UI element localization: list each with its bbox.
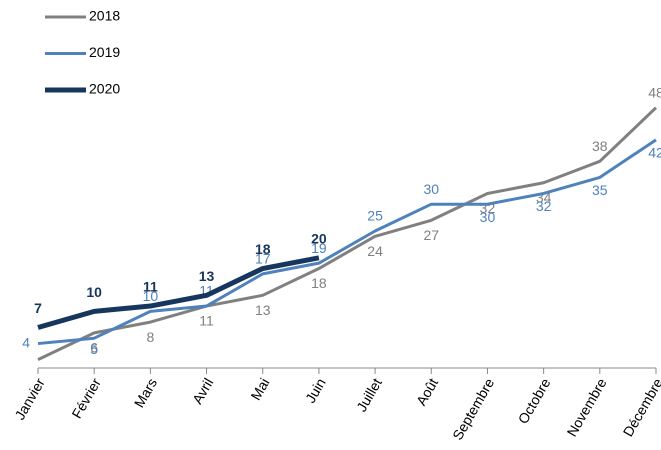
data-label: 30 [480, 209, 496, 225]
data-label: 18 [255, 241, 271, 257]
data-label: 25 [367, 208, 383, 224]
data-label: 19 [311, 240, 327, 256]
x-tick-label: Novembre [563, 375, 609, 439]
data-label: 8 [146, 329, 154, 345]
data-label: 32 [536, 198, 552, 214]
x-tick-label: Avril [189, 375, 216, 406]
x-tick-label: Décembre [620, 375, 661, 439]
data-label: 27 [423, 227, 439, 243]
data-label: 4 [22, 334, 30, 350]
data-label: 5 [90, 341, 98, 357]
x-tick-label: Février [68, 375, 104, 421]
data-label: 42 [648, 145, 661, 161]
legend-label: 2020 [89, 81, 120, 97]
data-label: 10 [143, 288, 159, 304]
data-label: 13 [199, 268, 215, 284]
series-line [37, 138, 657, 346]
x-tick-label: Août [413, 375, 441, 408]
x-tick-label: Mai [247, 375, 272, 403]
data-label: 11 [199, 313, 214, 329]
data-label: 13 [255, 302, 271, 318]
data-label: 6 [90, 340, 98, 356]
x-tick-label: Septembre [449, 375, 497, 442]
legend-label: 2019 [89, 44, 120, 60]
x-tick-label: Janvier [11, 375, 48, 422]
x-tick-label: Juillet [353, 375, 385, 414]
series-line [37, 255, 320, 330]
data-label: 24 [367, 243, 383, 259]
data-label: 10 [86, 284, 102, 300]
data-label: 17 [255, 251, 271, 267]
data-label: 38 [592, 138, 608, 154]
data-label: 35 [592, 182, 608, 198]
data-label: 48 [648, 84, 661, 100]
data-label: 18 [311, 275, 327, 291]
data-label: 30 [423, 181, 439, 197]
data-label: 20 [311, 231, 327, 247]
x-tick-label: Octobre [515, 375, 554, 426]
x-tick-label: Juin [302, 375, 329, 405]
data-label: 7 [34, 300, 42, 316]
legend-label: 2018 [89, 8, 120, 24]
x-tick-label: Mars [131, 375, 160, 410]
series-line [37, 106, 658, 361]
data-label: 11 [143, 279, 158, 295]
